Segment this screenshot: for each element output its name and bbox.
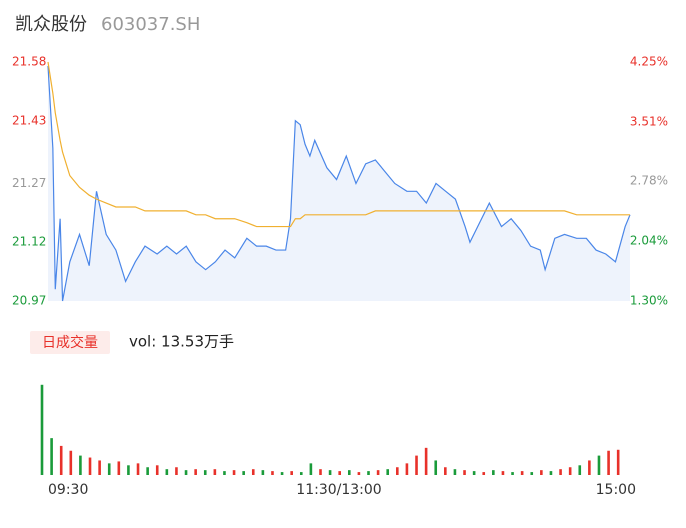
volume-bar [386,469,390,475]
volume-bar [616,449,620,475]
volume-bar [405,463,409,475]
volume-bar [434,460,438,475]
volume-bar [578,465,582,475]
volume-bar [107,463,111,475]
y-tick-label: 21.58 [12,55,46,69]
x-tick-label: 15:00 [596,482,636,498]
volume-bar [69,450,73,475]
volume-bar [501,471,505,475]
y-tick-label: 20.97 [12,294,46,308]
volume-bar [155,465,159,475]
volume-bar [549,471,553,475]
volume-bar [415,455,418,475]
volume-bar [59,445,63,475]
y2-tick-label: 2.78% [630,174,668,188]
volume-bar [50,438,53,475]
volume-bar [146,467,149,475]
volume-bar [472,471,476,475]
volume-bar [482,472,486,475]
volume-bar [357,472,361,475]
volume-tag: 日成交量 [42,334,98,351]
volume-bar [290,471,293,475]
y-tick-label: 21.43 [12,113,46,127]
volume-bar [40,384,44,475]
volume-bar [559,469,562,475]
y-tick-label: 21.12 [12,235,46,249]
y-tick-label: 21.27 [12,176,46,190]
volume-bar [98,460,101,475]
average-line [47,61,630,228]
volume-bar [396,467,399,475]
volume-bar [232,470,236,475]
volume-bar [251,469,255,475]
volume-bar [175,467,178,475]
volume-bar [328,470,332,475]
volume-bar [376,470,380,475]
volume-bar [184,470,188,475]
volume-bar [607,450,610,475]
volume-bar [165,469,169,475]
y2-tick-label: 3.51% [630,114,668,128]
volume-bar [453,469,457,475]
volume-bar [319,469,322,475]
volume-bar [242,471,245,475]
y2-tick-label: 4.25% [630,55,668,69]
volume-bar [194,469,197,475]
volume-bar [424,447,428,475]
price-line [47,65,631,302]
volume-bar [463,470,466,475]
price-area [48,65,630,301]
volume-bar [271,471,274,475]
volume-bar [223,471,226,475]
stock-name: 凯众股份 [15,14,87,35]
volume-bar [261,470,265,475]
volume-bar [347,470,351,475]
volume-bar [568,467,572,475]
volume-bar [511,472,514,475]
volume-bar [520,471,524,475]
y2-tick-label: 2.04% [630,234,668,248]
volume-bar [444,467,447,475]
volume-bar [588,460,591,475]
volume-bar [280,472,284,475]
volume-bar [540,470,543,475]
volume-bar [117,461,121,475]
volume-bar [530,472,534,475]
volume-bar [597,455,601,475]
volume-bar [367,471,370,475]
volume-tag-bg [30,331,110,354]
volume-bar [492,470,495,475]
x-tick-label: 09:30 [48,482,88,498]
volume-bar [299,472,303,475]
volume-bar [338,471,341,475]
stock-code: 603037.SH [101,14,200,35]
volume-bar [127,465,130,475]
x-tick-label: 11:30/13:00 [296,482,381,498]
volume-bar [213,469,217,475]
volume-bar [203,470,207,475]
volume-summary: vol: 13.53万手 [129,333,234,351]
y2-tick-label: 1.30% [630,294,668,308]
volume-bar [88,457,92,475]
volume-bar [136,463,140,475]
volume-bar [79,455,82,475]
volume-bar [309,463,313,475]
